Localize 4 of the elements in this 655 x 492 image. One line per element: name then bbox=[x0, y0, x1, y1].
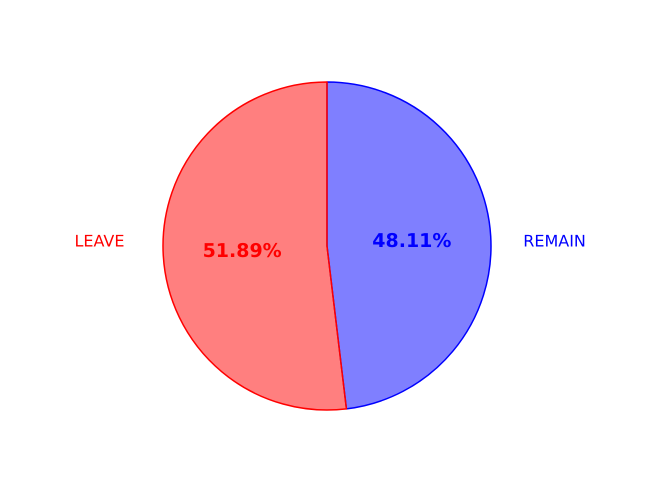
data-label: 48.11% bbox=[372, 230, 452, 252]
slice-label: REMAIN bbox=[523, 232, 586, 250]
data-label: 51.89% bbox=[202, 240, 282, 262]
slice-label: LEAVE bbox=[74, 232, 124, 250]
